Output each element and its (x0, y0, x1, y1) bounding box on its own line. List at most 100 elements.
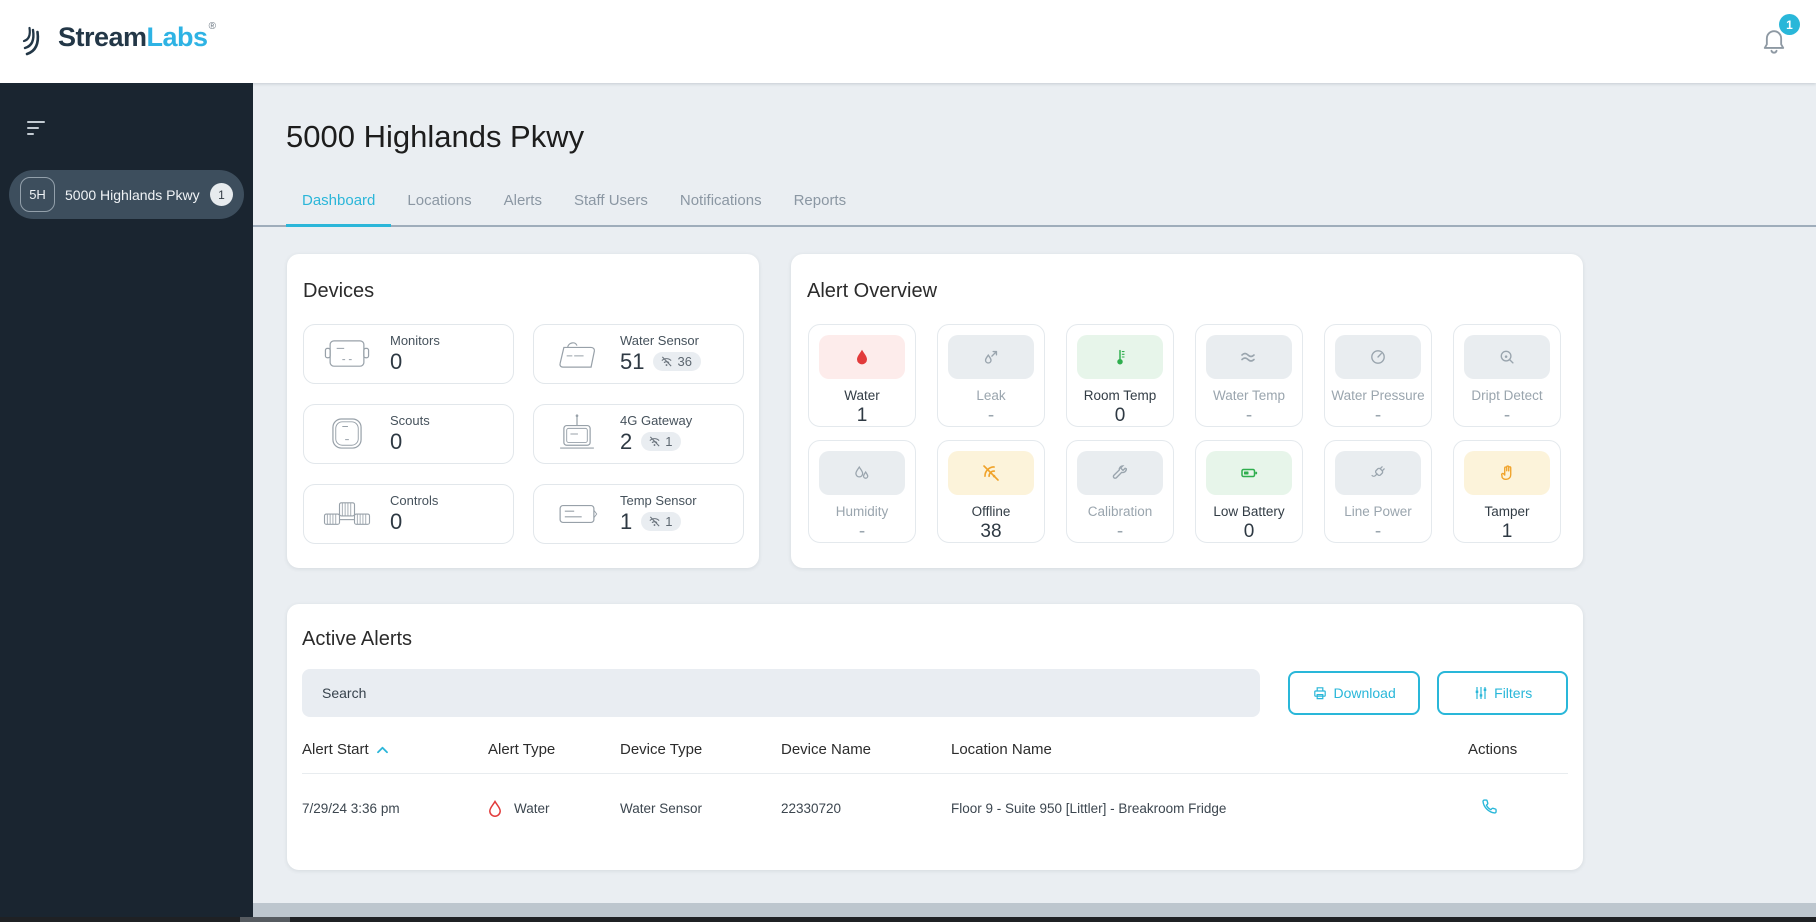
battery-icon (1241, 468, 1258, 477)
alert-tile-offline[interactable]: Offline 38 (937, 439, 1045, 543)
water-drop-icon (857, 349, 867, 364)
alert-tile-water[interactable]: Water 1 (808, 323, 916, 427)
cell-location-name: Floor 9 - Suite 950 [Littler] - Breakroo… (951, 800, 1227, 816)
sidebar: 5H 5000 Highlands Pkwy 1 (0, 83, 253, 917)
download-button[interactable]: Download (1287, 670, 1421, 715)
table-row[interactable]: 7/29/24 3:36 pm Water Water Sensor 22330… (302, 772, 1568, 843)
column-header-location-name[interactable]: Location Name (951, 741, 1468, 758)
alert-overview-title: Alert Overview (807, 279, 938, 302)
cell-device-name: 22330720 (781, 800, 842, 816)
alert-tile-water-temp[interactable]: Water Temp - (1195, 323, 1303, 427)
column-header-label: Actions (1468, 740, 1518, 758)
device-offline-pill: 36 (653, 352, 701, 371)
alert-tile-label: Humidity (835, 503, 889, 519)
alert-tile-water-pressure[interactable]: Water Pressure - (1324, 323, 1432, 427)
alert-tile-calibration[interactable]: Calibration - (1066, 439, 1174, 543)
device-tile-temp-sensor[interactable]: Temp Sensor 1 1 (533, 483, 744, 544)
alert-tile-room-temp[interactable]: Room Temp 0 (1066, 323, 1174, 427)
device-count: 1 (620, 508, 633, 534)
alert-tile-label: Room Temp (1083, 387, 1157, 403)
alert-tile-value: 0 (1243, 520, 1255, 542)
device-offline-count: 36 (677, 354, 692, 369)
column-header-alert-start[interactable]: Alert Start (302, 741, 488, 758)
filters-button[interactable]: Filters (1437, 670, 1568, 715)
gateway-device-icon (534, 413, 620, 455)
signal-off-icon (649, 516, 660, 527)
window-horizontal-scrollbar[interactable] (0, 917, 1816, 922)
alert-tile-line-power[interactable]: Line Power - (1324, 439, 1432, 543)
tab-bar: Dashboard Locations Alerts Staff Users N… (253, 192, 1816, 227)
cell-alert-start: 7/29/24 3:36 pm (302, 800, 400, 816)
alert-tile-label: Tamper (1484, 503, 1530, 519)
alert-tile-value: - (1374, 404, 1382, 426)
thermometer-icon (1117, 349, 1125, 364)
column-header-actions: Actions (1468, 741, 1568, 758)
sidebar-collapse-icon[interactable] (27, 121, 253, 135)
notifications-bell[interactable]: 1 (1760, 14, 1800, 62)
device-label: Water Sensor (620, 332, 699, 348)
device-tile-scouts[interactable]: Scouts 0 (303, 403, 514, 464)
tab-locations[interactable]: Locations (407, 192, 472, 209)
device-label: Temp Sensor (620, 492, 697, 508)
alert-tile-humidity[interactable]: Humidity - (808, 439, 916, 543)
tab-staff-users[interactable]: Staff Users (573, 192, 648, 209)
alert-tile-label: Leak (976, 387, 1006, 403)
search-input[interactable] (302, 668, 1260, 717)
alert-tile-leak[interactable]: Leak - (937, 323, 1045, 427)
temp-sensor-device-icon (534, 493, 620, 535)
table-header-row: Alert Start Alert Type Device Type Devic… (302, 741, 1568, 773)
logo-wordmark: StreamLabs (58, 21, 208, 53)
tab-notifications[interactable]: Notifications (679, 192, 762, 209)
alert-tile-label: Water (844, 387, 880, 403)
column-header-device-name[interactable]: Device Name (781, 741, 951, 758)
alert-tile-label: Offline (971, 503, 1011, 519)
device-tile-4g-gateway[interactable]: 4G Gateway 2 1 (533, 403, 744, 464)
device-count: 0 (390, 348, 403, 374)
column-header-device-type[interactable]: Device Type (620, 741, 781, 758)
device-tile-controls[interactable]: Controls 0 (303, 483, 514, 544)
alert-tile-value: - (987, 404, 995, 426)
device-label: Monitors (390, 332, 440, 348)
cell-alert-type: Water (488, 799, 620, 817)
filters-sliders-icon (1475, 686, 1487, 699)
device-tile-monitors[interactable]: Monitors 0 (303, 323, 514, 384)
column-header-label: Device Type (620, 740, 703, 758)
active-alerts-title: Active Alerts (302, 627, 413, 650)
app-header: StreamLabs ® 1 (0, 0, 1816, 83)
alert-tile-low-battery[interactable]: Low Battery 0 (1195, 439, 1303, 543)
device-label: Controls (390, 492, 439, 508)
tab-dashboard[interactable]: Dashboard (286, 192, 392, 227)
printer-icon (1314, 686, 1327, 699)
streamlabs-logo-icon (22, 23, 52, 62)
calibration-wrench-icon (1112, 464, 1128, 479)
device-offline-pill: 1 (641, 512, 682, 531)
device-tile-water-sensor[interactable]: Water Sensor 51 36 (533, 323, 744, 384)
alert-tile-value: 0 (1114, 404, 1126, 426)
sort-ascending-icon (376, 746, 388, 753)
cell-actions (1468, 797, 1568, 819)
alert-tile-label: Calibration (1087, 503, 1153, 519)
alert-tile-value: - (858, 520, 866, 542)
alert-tile-drip-detect[interactable]: Dript Detect - (1453, 323, 1561, 427)
line-power-plug-icon (1371, 465, 1385, 477)
alert-tile-value: 1 (856, 404, 868, 426)
offline-signal-icon (983, 464, 999, 481)
phone-icon (1482, 799, 1497, 814)
device-offline-count: 1 (665, 434, 673, 449)
call-action-button[interactable] (1480, 797, 1499, 816)
devices-panel-title: Devices (303, 279, 375, 302)
tab-reports[interactable]: Reports (793, 192, 847, 209)
water-temp-icon (1241, 352, 1255, 362)
alert-tile-value: - (1374, 520, 1382, 542)
bell-icon (1763, 30, 1785, 54)
notification-count-badge[interactable]: 1 (1779, 14, 1800, 35)
tamper-hand-icon (1501, 464, 1512, 480)
alert-tile-tamper[interactable]: Tamper 1 (1453, 439, 1561, 543)
device-offline-count: 1 (665, 514, 673, 529)
horizontal-scrollbar-track[interactable] (253, 903, 1816, 917)
tab-alerts[interactable]: Alerts (503, 192, 542, 209)
devices-grid: Monitors 0 Water Sensor (303, 323, 744, 544)
column-header-alert-type[interactable]: Alert Type (488, 741, 620, 758)
scrollbar-thumb[interactable] (240, 917, 290, 922)
sidebar-item-5000-highlands-pkwy[interactable]: 5H 5000 Highlands Pkwy 1 (9, 170, 244, 219)
